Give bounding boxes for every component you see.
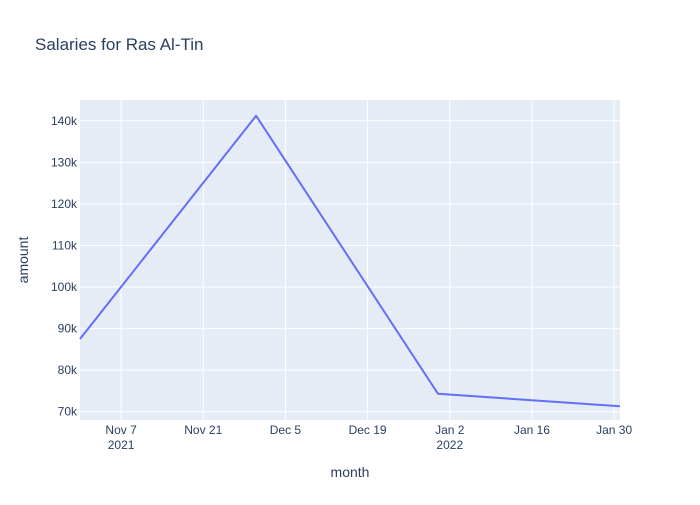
x-tick-year-label: 2021 (108, 438, 135, 452)
x-tick-label: Nov 7 (105, 423, 137, 437)
x-tick-label: Jan 2 (435, 423, 465, 437)
y-tick-label: 80k (58, 363, 78, 377)
x-tick-label: Dec 19 (349, 423, 387, 437)
x-axis-title: month (331, 464, 370, 480)
x-tick-year-label: 2022 (436, 438, 463, 452)
x-tick-label: Nov 21 (184, 423, 222, 437)
y-tick-label: 100k (51, 280, 78, 294)
y-axis-title: amount (15, 237, 31, 284)
x-tick-label: Jan 30 (596, 423, 632, 437)
y-tick-label: 70k (58, 405, 78, 419)
y-tick-labels: 70k 80k 90k 100k 110k 120k 130k 140k (51, 114, 78, 419)
x-tick-label: Jan 16 (514, 423, 550, 437)
y-tick-label: 90k (58, 322, 78, 336)
y-tick-label: 120k (51, 197, 78, 211)
y-tick-label: 110k (52, 238, 78, 252)
y-tick-label: 140k (51, 114, 78, 128)
y-tick-label: 130k (51, 155, 78, 169)
x-tick-label: Dec 5 (270, 423, 302, 437)
chart-title: Salaries for Ras Al-Tin (35, 35, 203, 54)
